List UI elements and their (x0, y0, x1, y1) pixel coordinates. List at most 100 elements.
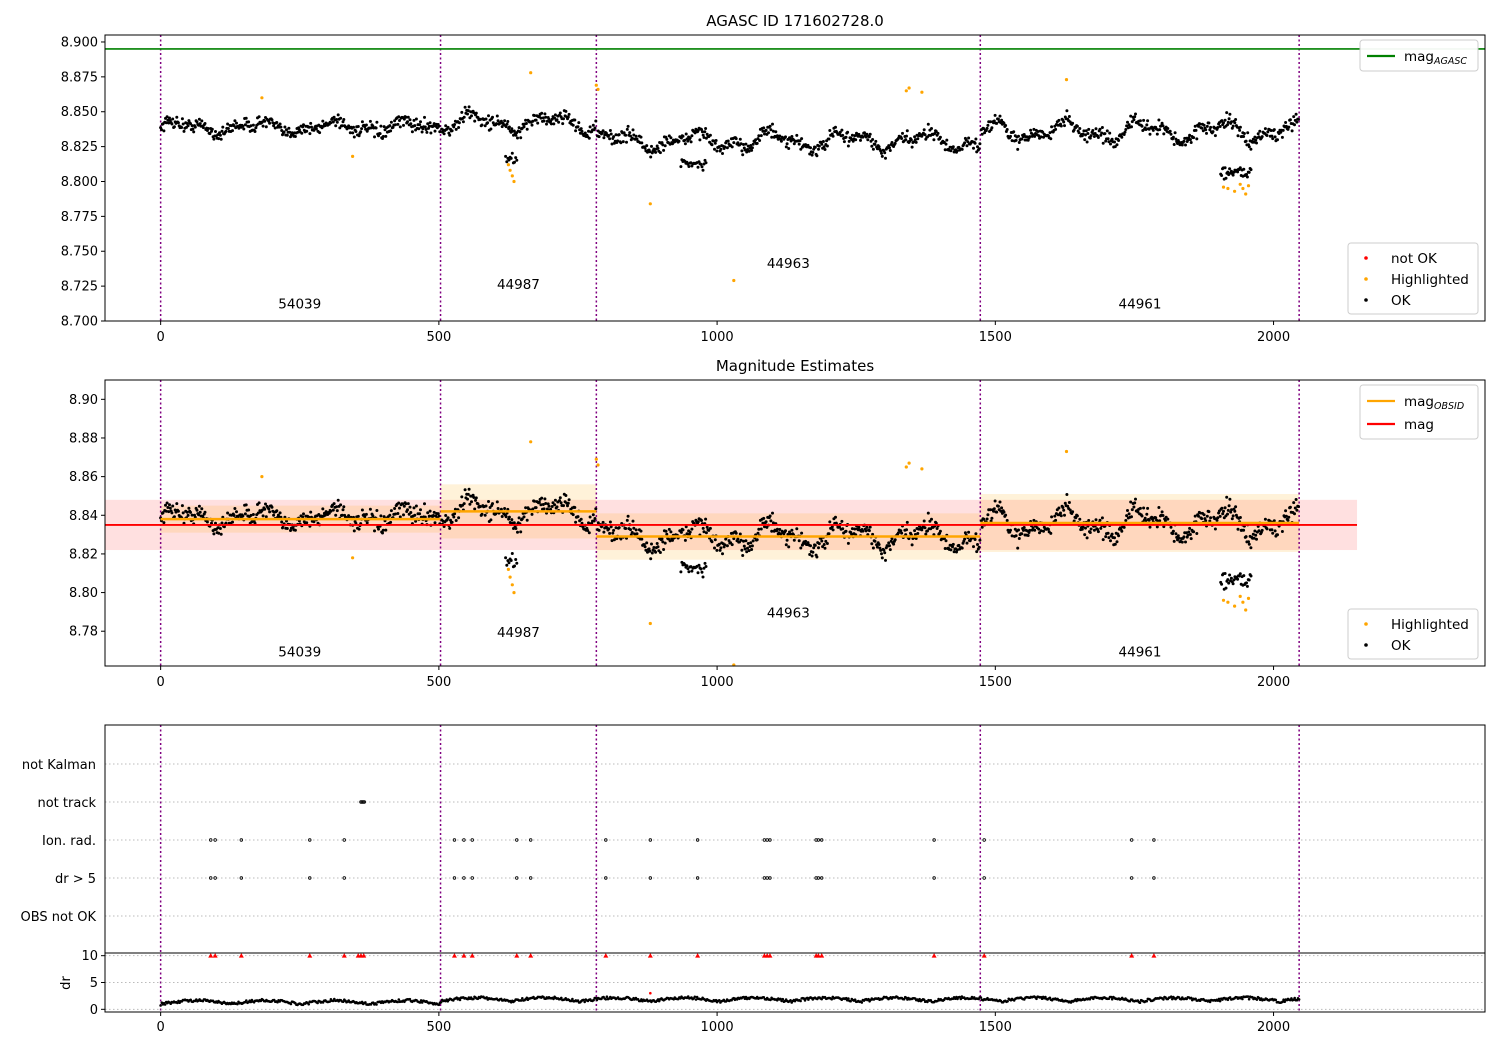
legend-label: mag (1404, 417, 1434, 433)
ok-point (231, 520, 234, 524)
dr-point (276, 1000, 279, 1004)
ok-point (212, 137, 216, 141)
ok-point (1169, 525, 1173, 529)
ok-point (162, 129, 166, 133)
ok-point (963, 537, 967, 541)
ion-rad-point (1152, 838, 1156, 842)
ok-point (1180, 540, 1184, 544)
highlighted-point (1241, 600, 1245, 604)
ok-point (591, 513, 595, 517)
ok-point (166, 118, 170, 122)
dr-point (769, 998, 772, 1002)
ok-point (986, 123, 990, 127)
highlighted-point (529, 71, 533, 75)
ok-point (164, 121, 168, 125)
ok-point (792, 538, 796, 542)
ok-point (741, 153, 745, 157)
ok-point (1188, 133, 1192, 137)
ok-point (1130, 508, 1134, 512)
ok-point (462, 115, 466, 119)
ok-point (577, 121, 581, 125)
ok-point (1086, 132, 1090, 135)
dr-clipped-marker (647, 953, 653, 958)
ok-point (1054, 518, 1058, 522)
ok-point (406, 508, 409, 512)
ok-point (629, 134, 632, 138)
ok-point (763, 525, 766, 529)
ok-point (1096, 530, 1100, 534)
highlighted-point (1238, 594, 1242, 599)
ok-point (489, 127, 493, 131)
ok-point (1293, 506, 1297, 510)
ok-point (244, 503, 248, 507)
ok-point (660, 537, 664, 541)
ok-point (828, 129, 832, 132)
ok-point (1063, 124, 1066, 128)
ion-rad-point (816, 838, 821, 842)
ok-point (799, 147, 803, 151)
ok-point (697, 563, 701, 567)
dr-gt5-point (515, 876, 519, 880)
ok-point (788, 532, 792, 536)
ok-point (771, 521, 775, 525)
ok-point (1030, 528, 1034, 532)
ok-point (251, 513, 255, 516)
ok-point (1286, 518, 1290, 522)
ok-point (742, 143, 745, 146)
ok-point (504, 556, 508, 560)
ok-point (784, 543, 788, 547)
ok-point (1290, 129, 1294, 133)
ok-point (1234, 118, 1238, 121)
ok-point (1032, 518, 1036, 522)
ok-point (588, 515, 592, 519)
ok-point (1188, 526, 1192, 530)
ok-point (761, 129, 765, 133)
ok-point (1184, 143, 1187, 147)
y-tick-label: 8.775 (61, 210, 98, 225)
ok-point (828, 520, 832, 524)
ok-point (779, 139, 783, 143)
ok-point (377, 527, 380, 531)
ok-point (539, 503, 543, 507)
ok-point (1132, 118, 1136, 122)
highlighted-point (594, 83, 598, 87)
ok-point (850, 532, 854, 536)
obsid-label: 44961 (1119, 296, 1162, 312)
ok-point (879, 149, 883, 153)
ok-point (1083, 533, 1087, 537)
ok-point (221, 125, 225, 129)
ok-point (1107, 536, 1111, 540)
ok-point (756, 531, 760, 535)
ok-point (1042, 529, 1045, 533)
ok-point (1281, 128, 1285, 132)
ok-point (279, 125, 283, 129)
ok-point (1091, 129, 1095, 132)
ok-point (1286, 127, 1290, 131)
ok-point (596, 521, 600, 525)
ok-point (632, 133, 636, 137)
highlighted-point (1244, 192, 1248, 196)
ok-point (973, 538, 977, 541)
ok-point (1103, 132, 1107, 136)
dr-point (1295, 998, 1299, 1002)
y-tick-label: 8.850 (61, 105, 98, 120)
ok-point (309, 510, 313, 514)
ok-point (1247, 145, 1251, 149)
ok-point (487, 114, 490, 118)
ok-point (327, 511, 331, 515)
ok-point (566, 504, 569, 508)
ok-point (1216, 516, 1220, 520)
ok-point (300, 131, 304, 135)
ok-point (168, 506, 172, 510)
ok-point (1002, 121, 1006, 125)
ok-point (1062, 508, 1066, 512)
ok-point (668, 539, 672, 543)
ok-point (935, 527, 939, 530)
ok-point (679, 570, 683, 574)
dr-gt5-point (604, 876, 608, 880)
ok-point (1125, 514, 1129, 518)
ok-point (348, 131, 352, 135)
ok-point (195, 508, 199, 512)
ok-point (619, 141, 623, 145)
highlighted-point (512, 179, 516, 184)
